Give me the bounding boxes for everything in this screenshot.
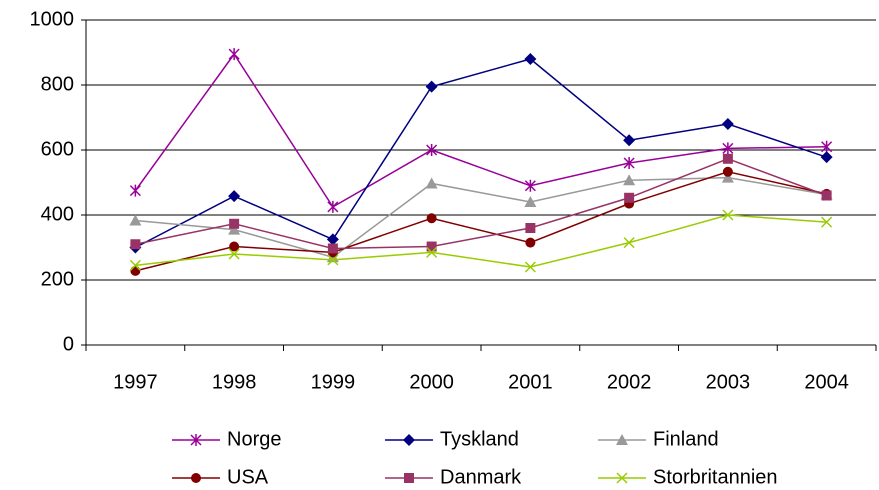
legend-label: Storbritannien [653,466,778,488]
series-line [135,170,827,272]
marker [129,259,141,271]
series-line [135,176,827,259]
marker [426,241,437,252]
marker [425,80,438,93]
marker [623,134,636,147]
y-tick-label: 1000 [30,8,75,30]
marker [228,48,240,61]
legend-label: USA [227,466,269,488]
x-tick-label: 2004 [804,371,849,393]
marker [425,177,438,189]
series-line [135,58,827,249]
marker [130,265,141,276]
marker [820,151,833,164]
y-tick-label: 0 [63,333,74,355]
marker [525,223,536,233]
marker [722,153,733,164]
y-tick-label: 800 [41,73,74,95]
marker [403,434,415,446]
marker [426,213,437,224]
x-tick-label: 1998 [212,371,257,393]
x-tick-label: 1999 [311,371,356,393]
series-line [135,214,827,268]
marker [624,192,635,203]
marker [404,473,414,483]
marker [326,233,339,246]
marker [623,174,636,186]
legend-label: Norge [227,428,281,450]
x-tick-label: 2000 [409,371,454,393]
marker [228,190,241,203]
marker [721,118,734,130]
marker [821,140,833,153]
x-tick-label: 2001 [508,371,553,393]
marker [228,248,240,260]
marker [821,216,833,228]
marker [229,218,240,229]
x-tick-label: 2003 [706,371,751,393]
marker [524,261,536,273]
marker [129,184,141,197]
marker [191,473,201,483]
y-tick-label: 600 [41,138,74,160]
marker [327,243,338,254]
marker [721,171,734,183]
marker [229,241,240,252]
series-line [135,157,827,250]
marker [722,142,734,155]
marker [524,196,537,207]
marker [129,214,142,226]
marker [130,239,141,250]
x-tick-label: 2002 [607,371,652,393]
marker [426,246,438,258]
x-tick-label: 1997 [113,371,158,393]
marker [616,434,628,445]
legend-label: Danmark [440,466,522,488]
marker [616,472,628,484]
marker [228,223,241,235]
marker [327,200,339,213]
y-tick-label: 200 [41,268,74,290]
marker [524,179,536,192]
marker [821,190,832,201]
marker [722,209,734,221]
marker [426,144,438,156]
marker [327,254,339,266]
legend-label: Tyskland [440,428,519,450]
marker [190,434,202,446]
legend-label: Finland [653,428,719,450]
series-line [134,52,827,208]
marker [623,157,635,169]
marker [525,237,536,248]
y-tick-label: 400 [41,203,74,225]
marker [623,237,635,249]
marker [524,53,537,65]
marker [722,166,733,177]
